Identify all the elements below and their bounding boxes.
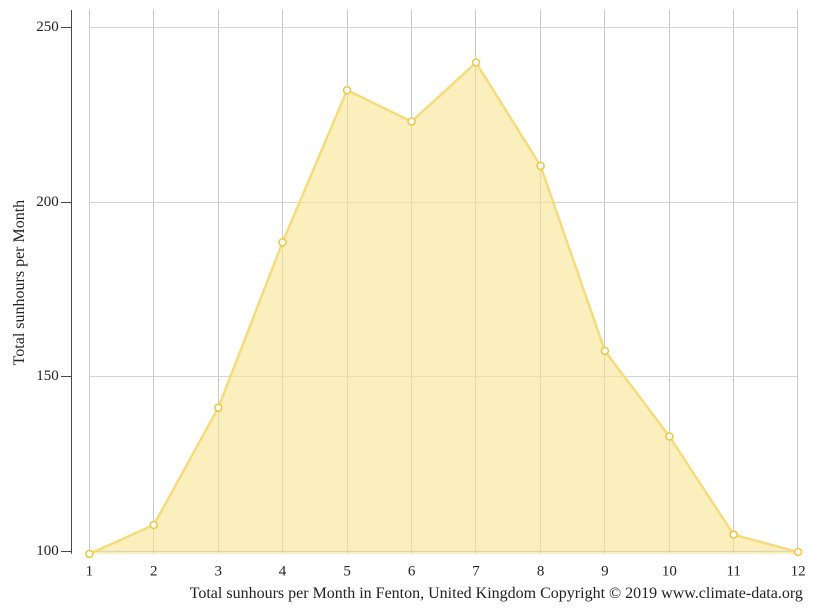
svg-text:200: 200 [36, 194, 59, 210]
svg-text:10: 10 [662, 563, 677, 579]
svg-text:Total sunhours per Month in Fe: Total sunhours per Month in Fenton, Unit… [190, 585, 803, 602]
svg-text:8: 8 [537, 563, 545, 579]
svg-text:250: 250 [36, 19, 59, 35]
svg-text:9: 9 [601, 563, 609, 579]
svg-text:Total sunhours per Month: Total sunhours per Month [11, 200, 28, 366]
svg-text:11: 11 [726, 563, 740, 579]
svg-text:7: 7 [472, 563, 480, 579]
svg-text:3: 3 [215, 563, 223, 579]
svg-text:4: 4 [279, 563, 287, 579]
svg-text:2: 2 [150, 563, 158, 579]
svg-text:150: 150 [36, 368, 59, 384]
svg-text:5: 5 [343, 563, 351, 579]
svg-text:6: 6 [408, 563, 416, 579]
svg-text:12: 12 [791, 563, 806, 579]
svg-text:1: 1 [86, 563, 94, 579]
svg-text:100: 100 [36, 543, 59, 559]
